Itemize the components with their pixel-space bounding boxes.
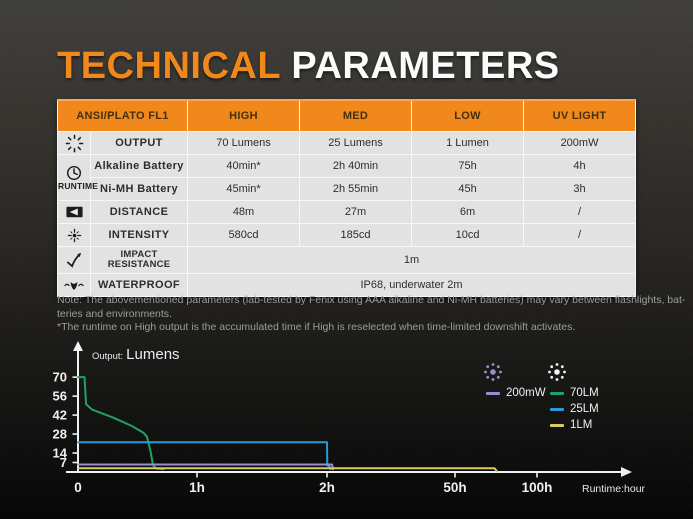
spec-table: ANSI/PLATO FL1 HIGH MED LOW UV LIGHT OUT… xyxy=(56,99,637,297)
x-tick-label: 50h xyxy=(443,480,466,495)
value-cell: 3h xyxy=(523,177,637,201)
legend-label: 25LM xyxy=(570,403,599,415)
table-row: WATERPROOF IP68, underwater 2m xyxy=(57,273,637,297)
page-title: TECHNICAL PARAMETERS xyxy=(57,45,560,88)
header-med: MED xyxy=(299,99,413,132)
legend-label: 70LM xyxy=(570,387,599,399)
table-row: RUNTIME Alkaline Battery 40min* 2h 40min… xyxy=(57,154,637,201)
y-tick-label: 42 xyxy=(53,408,67,423)
runtime-icon-cell: RUNTIME xyxy=(57,154,99,201)
waterproof-icon xyxy=(64,281,84,290)
value-cell: / xyxy=(523,223,637,247)
x-tick-label: 2h xyxy=(319,480,335,495)
distance-icon-cell xyxy=(57,200,91,224)
legend-dash-1lm xyxy=(550,423,564,427)
y-tick-label: 14 xyxy=(53,446,68,461)
row-label: Alkaline Battery xyxy=(89,154,189,178)
row-label: IMPACT RESISTANCE xyxy=(89,246,189,274)
value-cell: 185cd xyxy=(299,223,413,247)
impact-resistance-icon xyxy=(66,252,81,268)
table-row: IMPACT RESISTANCE 1m xyxy=(57,246,637,274)
value-cell: 45min* xyxy=(187,177,301,201)
title-rest: PARAMETERS xyxy=(291,45,560,87)
footnote-line: teries and environments. xyxy=(57,307,172,320)
output-icon xyxy=(65,134,83,152)
value-cell: 25 Lumens xyxy=(299,131,413,155)
merged-value-cell: 1m xyxy=(187,246,637,274)
value-cell: 48m xyxy=(187,200,301,224)
y-tick-label: 28 xyxy=(53,427,67,442)
value-cell: 2h 55min xyxy=(299,177,413,201)
legend-label: 1LM xyxy=(570,419,593,431)
table-row: DISTANCE 48m 27m 6m / xyxy=(57,200,637,224)
series-25LM xyxy=(77,441,332,471)
y-tick-label: 7 xyxy=(60,455,67,470)
value-cell: 10cd xyxy=(411,223,525,247)
chart-title-output: Output: xyxy=(92,351,124,362)
value-cell: 200mW xyxy=(523,131,637,155)
series-70LM xyxy=(77,376,165,471)
row-label: WATERPROOF xyxy=(89,273,189,297)
value-cell: 27m xyxy=(299,200,413,224)
value-cell: 40min* xyxy=(187,154,301,178)
intensity-icon xyxy=(67,228,81,242)
value-cell: 75h xyxy=(411,154,525,178)
header-standard: ANSI/PLATO FL1 xyxy=(56,99,189,132)
series-1LM xyxy=(77,467,498,473)
header-high: HIGH xyxy=(187,99,301,132)
value-cell: 70 Lumens xyxy=(187,131,301,155)
chart-x-axis-title: Runtime:hour xyxy=(582,483,646,495)
legend-label: 200mW xyxy=(506,387,546,399)
value-cell: 580cd xyxy=(187,223,301,247)
footnote-line: Note: The abovementioned parameters (lab… xyxy=(57,294,686,306)
intensity-icon-cell xyxy=(57,223,91,247)
y-axis-arrow xyxy=(73,341,83,351)
distance-icon xyxy=(65,206,83,218)
row-label: DISTANCE xyxy=(89,200,189,224)
footnote-line: *The runtime on High output is the accum… xyxy=(57,321,576,333)
merged-value-cell: IP68, underwater 2m xyxy=(187,273,637,297)
x-tick-label: 100h xyxy=(522,480,553,495)
value-cell: 2h 40min xyxy=(299,154,413,178)
legend-item-1lm: 1LM xyxy=(550,419,592,431)
value-cell: 6m xyxy=(411,200,525,224)
chart-y-axis-title: Output: Lumens xyxy=(92,346,180,364)
y-tick-label: 70 xyxy=(53,370,67,385)
title-highlight: TECHNICAL xyxy=(57,45,281,87)
value-cell: 1 Lumen xyxy=(411,131,525,155)
row-label: INTENSITY xyxy=(89,223,189,247)
footnote: Note: The abovementioned parameters (lab… xyxy=(57,294,685,335)
series-200mW xyxy=(77,463,335,471)
row-label: Ni-MH Battery xyxy=(89,177,189,201)
table-row: INTENSITY 580cd 185cd 10cd / xyxy=(57,223,637,247)
waterproof-icon-cell xyxy=(57,273,91,297)
clock-icon xyxy=(66,165,82,181)
value-cell: 45h xyxy=(411,177,525,201)
value-cell: / xyxy=(523,200,637,224)
legend-item-200mw: 200mW xyxy=(486,387,546,399)
legend-item-25lm: 25LM xyxy=(550,403,599,415)
table-row: OUTPUT 70 Lumens 25 Lumens 1 Lumen 200mW xyxy=(57,131,637,155)
runtime-label: RUNTIME xyxy=(58,181,99,191)
output-icon-cell xyxy=(57,131,91,155)
header-low: LOW xyxy=(411,99,525,132)
x-axis-arrow xyxy=(621,467,632,477)
y-tick-label: 56 xyxy=(53,389,67,404)
legend-item-70lm: 70LM xyxy=(550,387,599,399)
white-sun-icon xyxy=(548,363,566,381)
header-uv-light: UV LIGHT xyxy=(523,99,637,132)
uv-sun-icon xyxy=(484,363,502,381)
impact-icon-cell xyxy=(57,246,91,274)
table-header-row: ANSI/PLATO FL1 HIGH MED LOW UV LIGHT xyxy=(56,99,637,132)
x-tick-label: 1h xyxy=(189,480,205,495)
legend-dash-70lm xyxy=(550,391,564,395)
legend-dash-200mw xyxy=(486,391,500,395)
chart-title-lumens: Lumens xyxy=(126,346,180,363)
table-row: Ni-MH Battery 45min* 2h 55min 45h 3h xyxy=(58,177,637,201)
legend-dash-25lm xyxy=(550,407,564,411)
row-label: OUTPUT xyxy=(89,131,189,155)
value-cell: 4h xyxy=(523,154,637,178)
x-tick-label: 0 xyxy=(74,480,82,495)
